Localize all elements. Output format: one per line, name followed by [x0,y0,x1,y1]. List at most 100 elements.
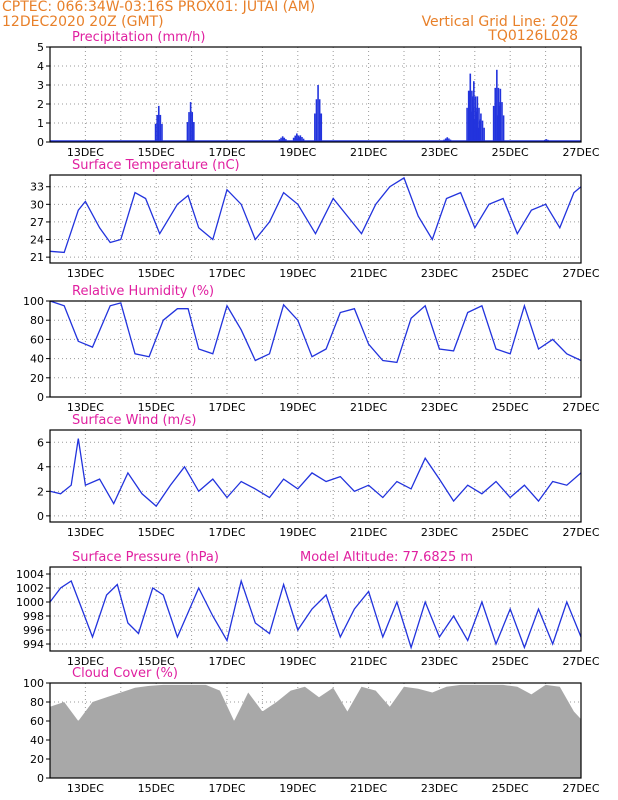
panel-area: 0 20 40 60 80 100 13DEC 15DEC 17DEC 19DEC 21DEC 23D… [23,666,600,795]
y-tick-label: 24 [30,234,44,247]
precip-bar [473,119,475,142]
precip-bar [301,137,303,142]
x-tick-label: 13DEC [67,782,104,795]
panel-title: Cloud Cover (%) [72,666,178,681]
y-tick-label: 4 [37,461,44,474]
precip-bar [446,137,449,142]
x-tick-label: 15DEC [138,655,175,668]
y-tick-label: 40 [30,353,44,366]
precip-bar [191,112,194,142]
panel-line: 21 24 27 30 33 13DEC 15DEC 17DEC 19DEC 21DEC 23DEC… [30,158,600,280]
y-tick-label: 60 [30,715,44,728]
precip-bar [496,115,498,142]
y-tick-label: 1004 [16,568,44,581]
y-tick-label: 1002 [16,582,44,595]
y-tick-label: 100 [23,677,44,690]
precip-bar [297,137,300,142]
precip-bar [448,138,450,142]
precip-bar [193,122,195,142]
x-tick-label: 25DEC [492,146,529,159]
x-tick-label: 15DEC [138,401,175,414]
series-line [49,438,582,508]
x-tick-label: 19DEC [279,267,316,280]
precip-bar [480,113,482,142]
panel-frame [49,429,582,523]
precip-bar [469,111,472,142]
panel-line: 0 2 4 6 13DEC 15DEC 17DEC 19DEC 21DEC 23DEC 25DEC 2… [37,413,600,539]
y-tick-label: 5 [37,41,44,54]
y-tick-label: 20 [30,753,44,766]
x-tick-label: 15DEC [138,267,175,280]
y-tick-label: 20 [30,372,44,385]
precip-bar [294,135,297,142]
x-tick-label: 27DEC [562,267,599,280]
x-tick-label: 15DEC [138,782,175,795]
precip-bar [502,115,505,142]
y-tick-label: 33 [30,181,44,194]
precip-bar [314,113,316,142]
x-tick-label: 23DEC [421,146,458,159]
series-line [49,300,582,364]
y-tick-label: 60 [30,333,44,346]
panel-frame [49,300,582,398]
panel-annotation: Model Altitude: 77.6825 m [300,550,473,565]
y-tick-label: 6 [37,436,44,449]
y-tick-label: 4 [37,60,44,73]
precip-bar [315,99,318,142]
x-tick-label: 15DEC [138,526,175,539]
x-tick-label: 23DEC [421,267,458,280]
x-tick-label: 17DEC [208,267,245,280]
y-tick-label: 2 [37,98,44,111]
y-tick-label: 0 [37,136,44,149]
y-tick-label: 1000 [16,596,44,609]
x-tick-label: 21DEC [350,526,387,539]
x-tick-label: 17DEC [208,782,245,795]
header-run-id: TQ0126L028 [488,28,578,44]
precip-bar [481,120,484,142]
x-tick-label: 13DEC [67,401,104,414]
y-tick-label: 998 [23,610,44,623]
cloud-area [50,684,581,778]
precip-bar [501,102,503,142]
panel-title: Surface Pressure (hPa) [72,550,219,565]
x-tick-label: 21DEC [350,401,387,414]
header-station: CPTEC: 066:34W-03:16S PROX01: JUTAI (AM) [2,0,316,15]
precip-bar [476,96,479,142]
panel-frame [49,174,582,264]
precip-bar [283,137,286,142]
x-tick-label: 23DEC [421,526,458,539]
x-tick-label: 13DEC [67,526,104,539]
panel-title: Precipitation (mm/h) [72,30,205,45]
x-tick-label: 19DEC [279,655,316,668]
y-tick-label: 0 [37,391,44,404]
series-line [49,176,582,254]
header-vertical-grid: Vertical Grid Line: 20Z [421,14,578,30]
y-tick-label: 996 [23,624,44,637]
precip-bar [299,135,302,142]
y-tick-label: 2 [37,485,44,498]
precip-bar [474,107,477,142]
y-tick-label: 27 [30,216,44,229]
x-tick-label: 23DEC [421,655,458,668]
precip-bar [469,73,472,142]
x-tick-label: 19DEC [279,146,316,159]
x-tick-label: 25DEC [492,655,529,668]
precip-bar [444,138,447,142]
x-tick-label: 13DEC [67,267,104,280]
x-tick-label: 19DEC [279,401,316,414]
x-tick-label: 27DEC [562,401,599,414]
precip-bar [154,123,157,142]
header-datetime: 12DEC2020 20Z (GMT) [2,14,164,30]
x-tick-label: 25DEC [492,782,529,795]
precip-bar [473,81,475,142]
precip-bar [292,137,295,142]
x-tick-label: 17DEC [208,401,245,414]
y-tick-label: 40 [30,734,44,747]
x-tick-label: 19DEC [279,526,316,539]
precip-bar [496,69,498,142]
y-tick-label: 100 [23,295,44,308]
precip-bar [161,123,163,142]
panel-title: Surface Wind (m/s) [72,413,196,428]
